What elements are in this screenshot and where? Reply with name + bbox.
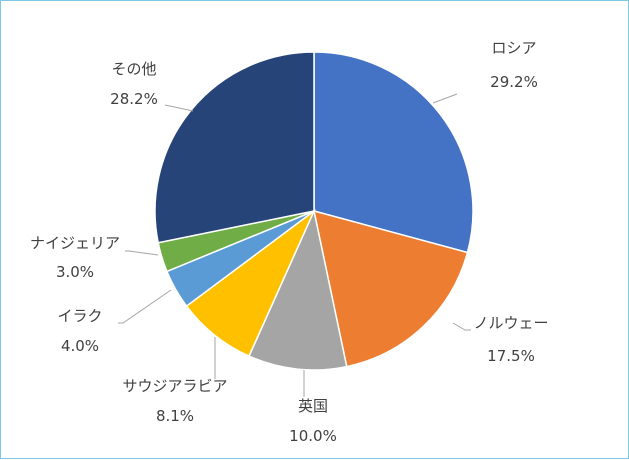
pie-slice-1 xyxy=(313,51,474,254)
slice-value-5: 4.0% xyxy=(61,337,99,355)
slice-label-6: ナイジェリア xyxy=(30,234,120,252)
leader-line-2 xyxy=(452,322,471,331)
slice-value-2: 17.5% xyxy=(487,347,535,365)
slice-label-5: イラク xyxy=(57,307,102,325)
leader-line-7 xyxy=(164,104,194,112)
leader-line-5 xyxy=(118,289,172,324)
leader-lines xyxy=(118,93,471,397)
slice-label-2: ノルウェー xyxy=(473,314,548,332)
slice-label-4: サウジアラビア xyxy=(122,377,227,395)
slice-label-3: 英国 xyxy=(298,397,328,415)
slice-label-7: その他 xyxy=(111,60,156,78)
pie-slice-3 xyxy=(248,208,348,371)
slice-value-3: 10.0% xyxy=(289,427,337,445)
leader-line-1 xyxy=(432,93,458,104)
slice-value-6: 3.0% xyxy=(56,263,94,281)
slice-value-7: 28.2% xyxy=(110,90,158,108)
slice-value-4: 8.1% xyxy=(156,407,194,425)
pie-slices xyxy=(154,51,474,371)
pie-slice-2 xyxy=(313,209,469,368)
pie-slice-7 xyxy=(154,51,315,244)
data-labels: ロシア 29.2% ノルウェー 17.5% 英国 10.0% サウジアラビア 8.1% イラク 4… xyxy=(30,39,549,445)
slice-label-1: ロシア xyxy=(491,39,536,57)
leader-line-6 xyxy=(125,250,159,256)
slice-value-1: 29.2% xyxy=(490,73,538,91)
